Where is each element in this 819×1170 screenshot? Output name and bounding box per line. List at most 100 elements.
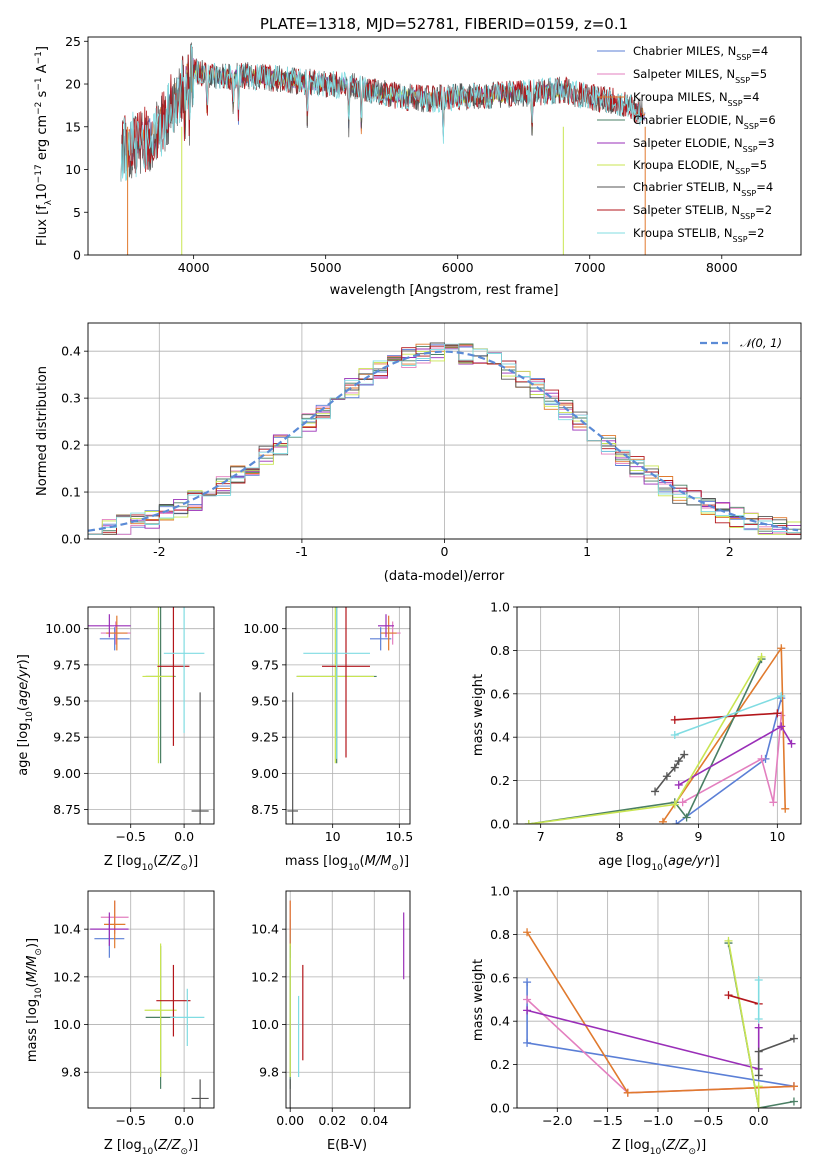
x-tick-label: 2 [726, 544, 734, 559]
y-tick-label: 10.4 [53, 922, 81, 937]
axes: −0.5 0.0 9.8 10.0 10.2 10.4 [53, 890, 215, 1128]
y-tick-label: 9.75 [251, 657, 279, 672]
y-tick-label: 0.1 [61, 485, 81, 500]
legend-entry: 𝒩(0, 1) [740, 336, 782, 350]
residuals-xlabel: (data-model)/error [384, 569, 505, 584]
weight-marker [724, 936, 733, 945]
weight-line [757, 1037, 795, 1076]
y-tick-label: 10 [65, 162, 81, 177]
weight-marker [670, 731, 679, 740]
axes-frame [87, 606, 215, 825]
residuals-ylabel: Normed distribution [35, 366, 50, 496]
weight-line [654, 754, 685, 792]
weight-marker [781, 804, 790, 813]
weight-marker [682, 813, 691, 822]
weight-marker [674, 780, 683, 789]
spectrum-panel: 4000 5000 6000 7000 8000 0 5 10 15 20 25 [65, 34, 802, 275]
weight-line [528, 658, 763, 824]
axes: 7 8 9 10 0.0 0.2 0.4 0.6 0.8 1.0 [490, 600, 802, 844]
weight-line [727, 940, 760, 1108]
plot-area [88, 607, 209, 824]
weight-marker [754, 1071, 763, 1080]
legend-entry: Kroupa MILES, NSSP=4 [633, 90, 759, 108]
weight-marker [674, 757, 683, 766]
legend-entry: Salpeter STELIB, NSSP=2 [633, 203, 772, 221]
plot-area [289, 900, 405, 1108]
legend-entry: Salpeter ELODIE, NSSP=3 [633, 136, 775, 154]
mass-vs-Z-panel: −0.5 0.0 9.8 10.0 10.2 10.4 [53, 890, 215, 1128]
axes-frame [516, 890, 802, 1109]
x-tick-label: 8 [616, 829, 624, 844]
weight-marker [651, 787, 660, 796]
weight-marker [754, 1023, 763, 1032]
y-tick-label: 15 [65, 119, 81, 134]
x-tick-label: −0.5 [693, 1113, 723, 1128]
y-tick-label: 0.8 [490, 927, 510, 942]
plot-area [523, 928, 798, 1108]
y-tick-label: 9.00 [251, 766, 279, 781]
y-tick-label: 10.4 [251, 922, 279, 937]
y-tick-label: 10.0 [251, 1017, 279, 1032]
axes-frame [87, 36, 802, 256]
weight-marker [670, 800, 679, 809]
x-tick-label: 0 [441, 544, 449, 559]
axes-frame [285, 606, 411, 825]
x-tick-label: 1 [583, 544, 591, 559]
x-tick-label: 10.5 [385, 829, 413, 844]
y-tick-label: 0.2 [490, 1057, 510, 1072]
x-tick-label: -2 [153, 544, 165, 559]
axes: 0.00 0.02 0.04 9.8 10.0 10.2 10.4 [251, 890, 411, 1128]
x-tick-label: −1.0 [643, 1113, 673, 1128]
y-tick-label: 0.4 [61, 344, 81, 359]
weight-marker [757, 754, 766, 763]
y-tick-label: 0.0 [490, 1101, 510, 1116]
legend-entry: Chabrier STELIB, NSSP=4 [633, 180, 773, 198]
x-tick-label: 9 [694, 829, 702, 844]
x-tick-label: 5000 [310, 260, 342, 275]
spectrum-line [120, 42, 643, 182]
x-tick-label: 0.0 [749, 1113, 769, 1128]
residuals-legend: 𝒩(0, 1) [700, 336, 782, 350]
weight-marker [773, 709, 782, 718]
y-tick-label: 0.6 [490, 686, 510, 701]
axes: 10 10.5 8.75 9.00 9.25 9.50 9.75 10.00 [243, 606, 413, 844]
weight-line [728, 994, 759, 1005]
weight-marker [777, 722, 786, 731]
axes: 4000 5000 6000 7000 8000 0 5 10 15 20 25 [65, 34, 802, 275]
x-tick-label: 6000 [442, 260, 474, 275]
mass-vs-ebv-xlabel: E(B-V) [327, 1138, 367, 1153]
y-tick-label: 10.0 [53, 1017, 81, 1032]
weight-marker [777, 691, 786, 700]
weight-marker [724, 991, 733, 1000]
legend-entry: Chabrier ELODIE, NSSP=6 [633, 113, 776, 131]
weight-marker [777, 644, 786, 653]
y-tick-label: 10.2 [251, 969, 279, 984]
y-tick-label: 8.75 [251, 802, 279, 817]
y-tick-label: 1.0 [490, 600, 510, 615]
y-tick-label: 0 [73, 248, 81, 263]
weight-line [678, 725, 793, 786]
weight-marker [754, 1082, 763, 1091]
y-tick-label: 9.25 [53, 730, 81, 745]
x-tick-label: 8000 [706, 260, 738, 275]
spectrum-xlabel: wavelength [Angstrom, rest frame] [330, 283, 559, 298]
weight-marker [789, 1082, 798, 1091]
mass-vs-Z-ylabel: mass [log10(M/M⊙)] [25, 938, 44, 1062]
x-tick-label: 10 [325, 829, 341, 844]
plot-area [524, 644, 796, 824]
x-tick-label: 0.0 [174, 1113, 194, 1128]
x-tick-label: 7 [537, 829, 545, 844]
weight-marker [623, 1088, 632, 1097]
y-tick-label: 9.8 [259, 1065, 279, 1080]
y-tick-label: 0.4 [490, 1014, 510, 1029]
weight-vs-Z-xlabel: Z [log10(Z/Z⊙)] [612, 1138, 706, 1157]
x-tick-label: −0.5 [116, 1113, 146, 1128]
weight-marker [757, 652, 766, 661]
y-tick-label: 0.0 [61, 532, 81, 547]
weight-marker [662, 772, 671, 781]
weight-vs-age-panel: 7 8 9 10 0.0 0.2 0.4 0.6 0.8 1.0 [490, 600, 802, 844]
y-tick-label: 0.2 [490, 773, 510, 788]
mass-vs-ebv-panel: 0.00 0.02 0.04 9.8 10.0 10.2 10.4 [251, 890, 411, 1128]
x-tick-label: 0.0 [174, 829, 194, 844]
weight-marker [789, 1097, 798, 1106]
